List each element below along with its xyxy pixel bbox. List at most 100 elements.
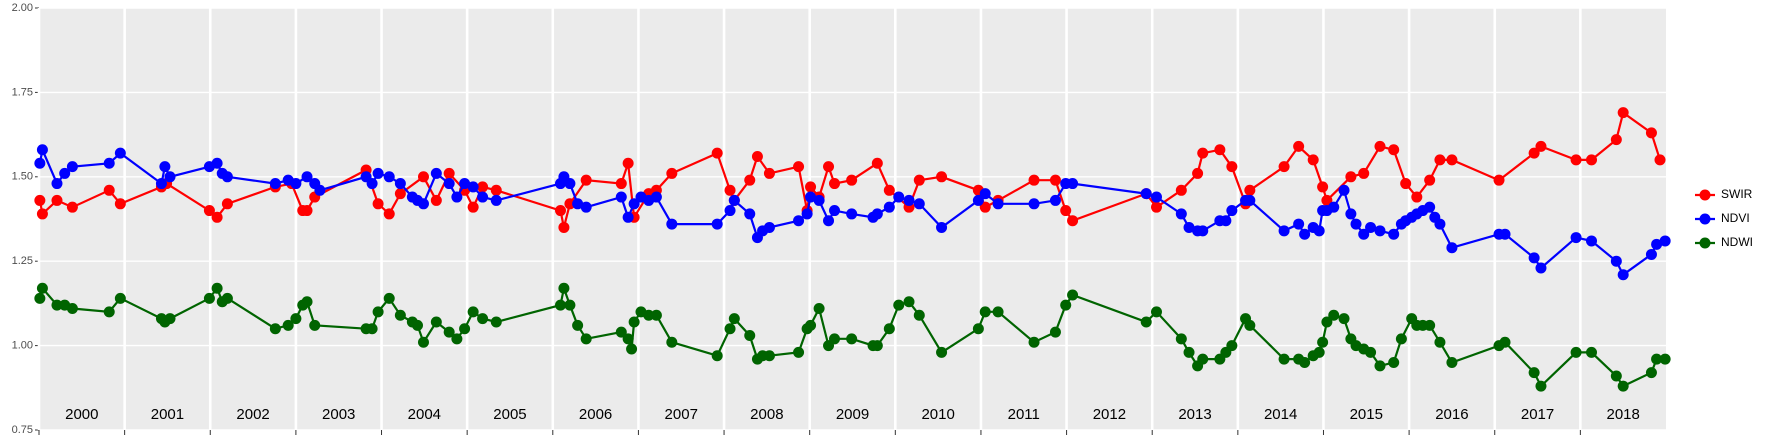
data-point <box>744 174 756 186</box>
data-point <box>871 208 883 220</box>
data-point <box>1645 367 1657 379</box>
year-label: 2005 <box>493 406 526 423</box>
data-point <box>1586 235 1598 247</box>
data-point <box>1374 140 1386 152</box>
data-point <box>580 201 592 213</box>
data-point <box>51 194 63 206</box>
data-point <box>1535 140 1547 152</box>
data-point <box>301 205 313 217</box>
data-point <box>1434 336 1446 348</box>
data-point <box>1321 316 1333 328</box>
data-point <box>1617 269 1629 281</box>
data-point <box>159 161 171 173</box>
data-point <box>813 194 825 206</box>
data-point <box>103 157 115 169</box>
data-point <box>51 299 63 311</box>
y-tick-label: 1.00 <box>12 340 33 352</box>
data-point <box>203 205 215 217</box>
data-point <box>846 333 858 345</box>
data-point <box>1175 208 1187 220</box>
data-point <box>366 323 378 335</box>
legend-label: SWIR <box>1721 187 1753 201</box>
data-point <box>622 211 634 223</box>
data-point <box>580 174 592 186</box>
data-point <box>1645 248 1657 260</box>
data-point <box>564 198 576 210</box>
data-point <box>221 292 233 304</box>
data-point <box>1400 178 1412 190</box>
data-point <box>1244 319 1256 331</box>
data-point <box>650 309 662 321</box>
data-point <box>724 205 736 217</box>
data-point <box>1338 184 1350 196</box>
data-point <box>871 340 883 352</box>
data-point <box>1424 201 1436 213</box>
data-point <box>936 346 948 358</box>
y-tick-label: 2.00 <box>12 2 33 14</box>
data-point <box>1313 225 1325 237</box>
data-point <box>51 178 63 190</box>
data-point <box>1197 353 1209 365</box>
data-point <box>992 198 1004 210</box>
data-point <box>1183 221 1195 233</box>
legend-marker <box>1699 213 1711 225</box>
data-point <box>883 184 895 196</box>
data-point <box>744 208 756 220</box>
data-point <box>622 157 634 169</box>
data-point <box>290 178 302 190</box>
data-point <box>1395 333 1407 345</box>
data-point <box>763 167 775 179</box>
data-point <box>467 201 479 213</box>
year-label: 2001 <box>151 406 184 423</box>
data-point <box>979 201 991 213</box>
data-point <box>871 157 883 169</box>
data-point <box>650 191 662 203</box>
data-point <box>572 198 584 210</box>
data-point <box>282 319 294 331</box>
data-point <box>1345 208 1357 220</box>
data-point <box>1338 313 1350 325</box>
data-point <box>443 167 455 179</box>
data-point <box>1570 154 1582 166</box>
data-point <box>1067 178 1079 190</box>
data-point <box>1060 299 1072 311</box>
data-point <box>114 198 126 210</box>
data-point <box>1328 309 1340 321</box>
data-point <box>1528 147 1540 159</box>
y-tick-label: 1.75 <box>12 86 33 98</box>
data-point <box>936 221 948 233</box>
data-point <box>793 161 805 173</box>
data-point <box>643 309 655 321</box>
data-point <box>763 350 775 362</box>
data-point <box>628 316 640 328</box>
data-point <box>211 211 223 223</box>
data-point <box>290 313 302 325</box>
data-point <box>564 299 576 311</box>
data-point <box>1175 333 1187 345</box>
data-point <box>936 171 948 183</box>
data-point <box>372 167 384 179</box>
data-point <box>1374 225 1386 237</box>
data-point <box>459 178 471 190</box>
data-point <box>883 201 895 213</box>
data-point <box>1060 205 1072 217</box>
data-point <box>972 194 984 206</box>
data-point <box>59 167 71 179</box>
data-point <box>1150 191 1162 203</box>
data-point <box>1321 194 1333 206</box>
year-label: 2004 <box>408 406 441 423</box>
data-point <box>823 161 835 173</box>
data-point <box>1424 319 1436 331</box>
data-point <box>490 316 502 328</box>
data-point <box>164 313 176 325</box>
data-point <box>1317 336 1329 348</box>
data-point <box>1244 184 1256 196</box>
data-point <box>269 178 281 190</box>
data-point <box>1528 367 1540 379</box>
data-point <box>155 178 167 190</box>
data-point <box>1226 161 1238 173</box>
data-point <box>823 215 835 227</box>
y-tick-label: 1.50 <box>12 171 33 183</box>
data-point <box>443 178 455 190</box>
data-point <box>805 181 817 193</box>
